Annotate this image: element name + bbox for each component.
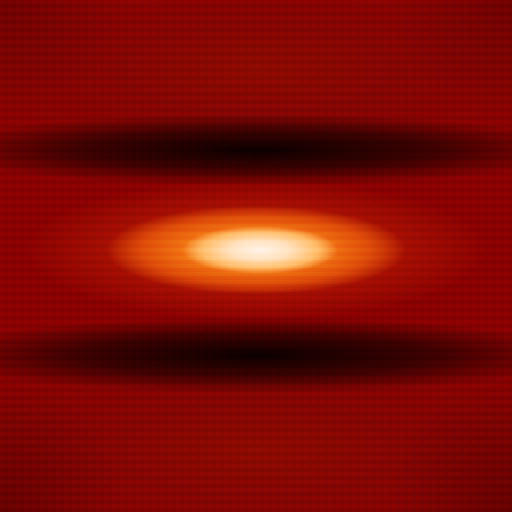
intensity-image: [0, 0, 512, 512]
pixel-grain: [0, 0, 512, 512]
central-hotspot: [0, 0, 512, 512]
